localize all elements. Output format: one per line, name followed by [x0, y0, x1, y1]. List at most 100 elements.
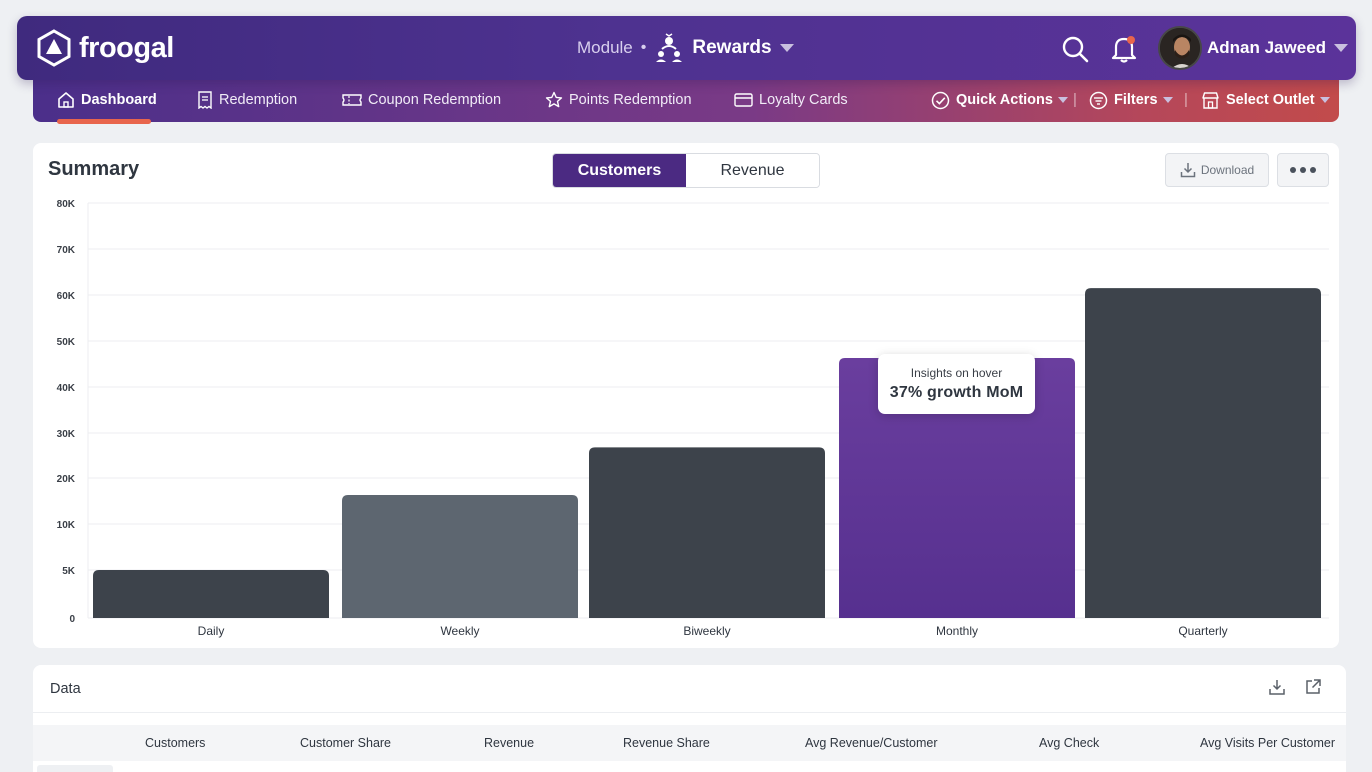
y-tick-label: 5K — [62, 566, 76, 577]
nav-tab-loyalty-cards[interactable]: Loyalty Cards — [734, 78, 848, 122]
quick-actions-menu[interactable]: Quick Actions — [931, 78, 1068, 122]
download-label: Download — [1200, 163, 1255, 177]
nav-tab-label: Coupon Redemption — [368, 92, 502, 108]
download-icon[interactable] — [1268, 678, 1286, 696]
avatar-image — [1160, 28, 1200, 68]
check-circle-icon — [931, 91, 950, 109]
brand-name: froogal — [79, 31, 174, 64]
rewards-people-icon — [656, 33, 683, 62]
star-icon — [545, 91, 563, 108]
dot-icon — [1310, 167, 1316, 173]
y-tick-label: 80K — [57, 199, 76, 210]
external-link-icon[interactable] — [1304, 678, 1322, 696]
download-icon — [1180, 163, 1196, 178]
y-tick-label: 30K — [57, 429, 76, 440]
column-header[interactable]: Avg Check — [1039, 736, 1100, 750]
store-icon — [1202, 91, 1219, 109]
column-header[interactable]: Avg Revenue/Customer — [805, 736, 938, 750]
receipt-icon — [198, 91, 212, 109]
chevron-down-icon — [779, 44, 794, 52]
summary-card: Summary Customers Revenue Download 0 5K 10… — [33, 143, 1339, 648]
home-icon — [58, 92, 74, 108]
chevron-down-icon — [1334, 44, 1349, 52]
select-outlet-label: Select Outlet — [1226, 92, 1315, 108]
user-menu[interactable]: Adnan Jaweed — [1207, 16, 1349, 80]
ticket-icon — [342, 94, 362, 106]
x-tick-label: Monthly — [936, 624, 978, 638]
nav-tab-label: Redemption — [219, 92, 298, 108]
column-header[interactable]: Revenue Share — [623, 736, 710, 750]
filters-menu[interactable]: Filters — [1089, 78, 1173, 122]
x-tick-label: Quarterly — [1178, 624, 1227, 638]
chevron-down-icon — [1162, 97, 1173, 103]
column-header[interactable]: Revenue — [484, 736, 535, 750]
column-header[interactable]: Customers — [145, 736, 206, 750]
user-avatar[interactable] — [1158, 26, 1202, 70]
summary-bar-chart: 0 5K 10K 20K 30K 40K 50K 60K 70K 80K Daily Weekly Bi… — [57, 199, 1329, 638]
toggle-customers[interactable]: Customers — [553, 154, 686, 187]
bar-biweekly — [589, 447, 825, 618]
bar-daily — [93, 570, 329, 618]
column-header[interactable]: Customer Share — [300, 736, 392, 750]
x-tick-label: Daily — [198, 624, 225, 638]
data-table-card: Data Customers Customer Share Revenue Re… — [33, 665, 1346, 772]
x-tick-label: Weekly — [440, 624, 479, 638]
module-name: Rewards — [692, 37, 772, 58]
card-icon — [734, 93, 753, 107]
froogal-logo-icon — [37, 29, 71, 67]
nav-tab-label: Loyalty Cards — [759, 92, 848, 108]
nav-tab-dashboard[interactable]: Dashboard — [57, 78, 157, 122]
dot-icon — [1290, 167, 1296, 173]
module-switcher[interactable]: Module • Rewards — [577, 16, 794, 80]
toggle-revenue[interactable]: Revenue — [686, 154, 819, 187]
notifications-button[interactable] — [1110, 34, 1138, 69]
nav-divider: | — [1184, 91, 1188, 108]
insight-tooltip: Insights on hover 37% growth MoM — [878, 354, 1035, 414]
more-options-button[interactable] — [1277, 153, 1329, 187]
y-tick-label: 70K — [57, 245, 76, 256]
module-label: Module — [577, 38, 633, 57]
y-tick-label: 60K — [57, 291, 76, 302]
nav-tab-redemption[interactable]: Redemption — [197, 78, 297, 122]
table-row — [37, 765, 113, 772]
y-tick-label: 20K — [57, 474, 76, 485]
search-button[interactable] — [1061, 35, 1089, 68]
brand-logo[interactable]: froogal — [35, 29, 174, 67]
nav-tab-label: Dashboard — [81, 92, 157, 108]
divider — [33, 712, 1346, 713]
y-tick-label: 10K — [57, 520, 76, 531]
summary-title: Summary — [48, 158, 140, 180]
download-button[interactable]: Download — [1165, 153, 1269, 187]
chevron-down-icon — [1057, 97, 1068, 103]
nav-tab-points-redemption[interactable]: Points Redemption — [545, 78, 692, 122]
search-icon — [1062, 36, 1089, 63]
filter-icon — [1089, 91, 1108, 109]
tooltip-value: 37% growth MoM — [889, 384, 1024, 401]
top-header: froogal Module • Rewards — [17, 16, 1356, 80]
y-tick-label: 50K — [57, 337, 76, 348]
quick-actions-label: Quick Actions — [956, 92, 1053, 108]
user-name: Adnan Jaweed — [1207, 38, 1327, 57]
y-tick-label: 40K — [57, 383, 76, 394]
nav-tab-coupon-redemption[interactable]: Coupon Redemption — [342, 78, 501, 122]
bar-weekly — [342, 495, 578, 618]
nav-divider: | — [1073, 91, 1077, 108]
table-header-row: Customers Customer Share Revenue Revenue… — [33, 725, 1346, 761]
active-tab-indicator — [57, 119, 151, 124]
filters-label: Filters — [1114, 92, 1158, 108]
data-title: Data — [50, 681, 81, 697]
column-header[interactable]: Avg Visits Per Customer — [1200, 736, 1336, 750]
secondary-nav: Dashboard Redemption Coupon Redemption P… — [33, 78, 1339, 124]
nav-tab-label: Points Redemption — [569, 92, 692, 108]
module-separator: • — [640, 39, 647, 56]
data-actions — [1268, 678, 1322, 696]
y-tick-label: 0 — [69, 614, 75, 625]
dot-icon — [1300, 167, 1306, 173]
select-outlet-menu[interactable]: Select Outlet — [1201, 78, 1330, 122]
metric-toggle: Customers Revenue — [552, 153, 820, 188]
chevron-down-icon — [1319, 97, 1330, 103]
bar-monthly — [839, 358, 1075, 618]
tooltip-title: Insights on hover — [910, 366, 1003, 380]
bell-icon — [1111, 36, 1137, 63]
bar-quarterly — [1085, 288, 1321, 618]
